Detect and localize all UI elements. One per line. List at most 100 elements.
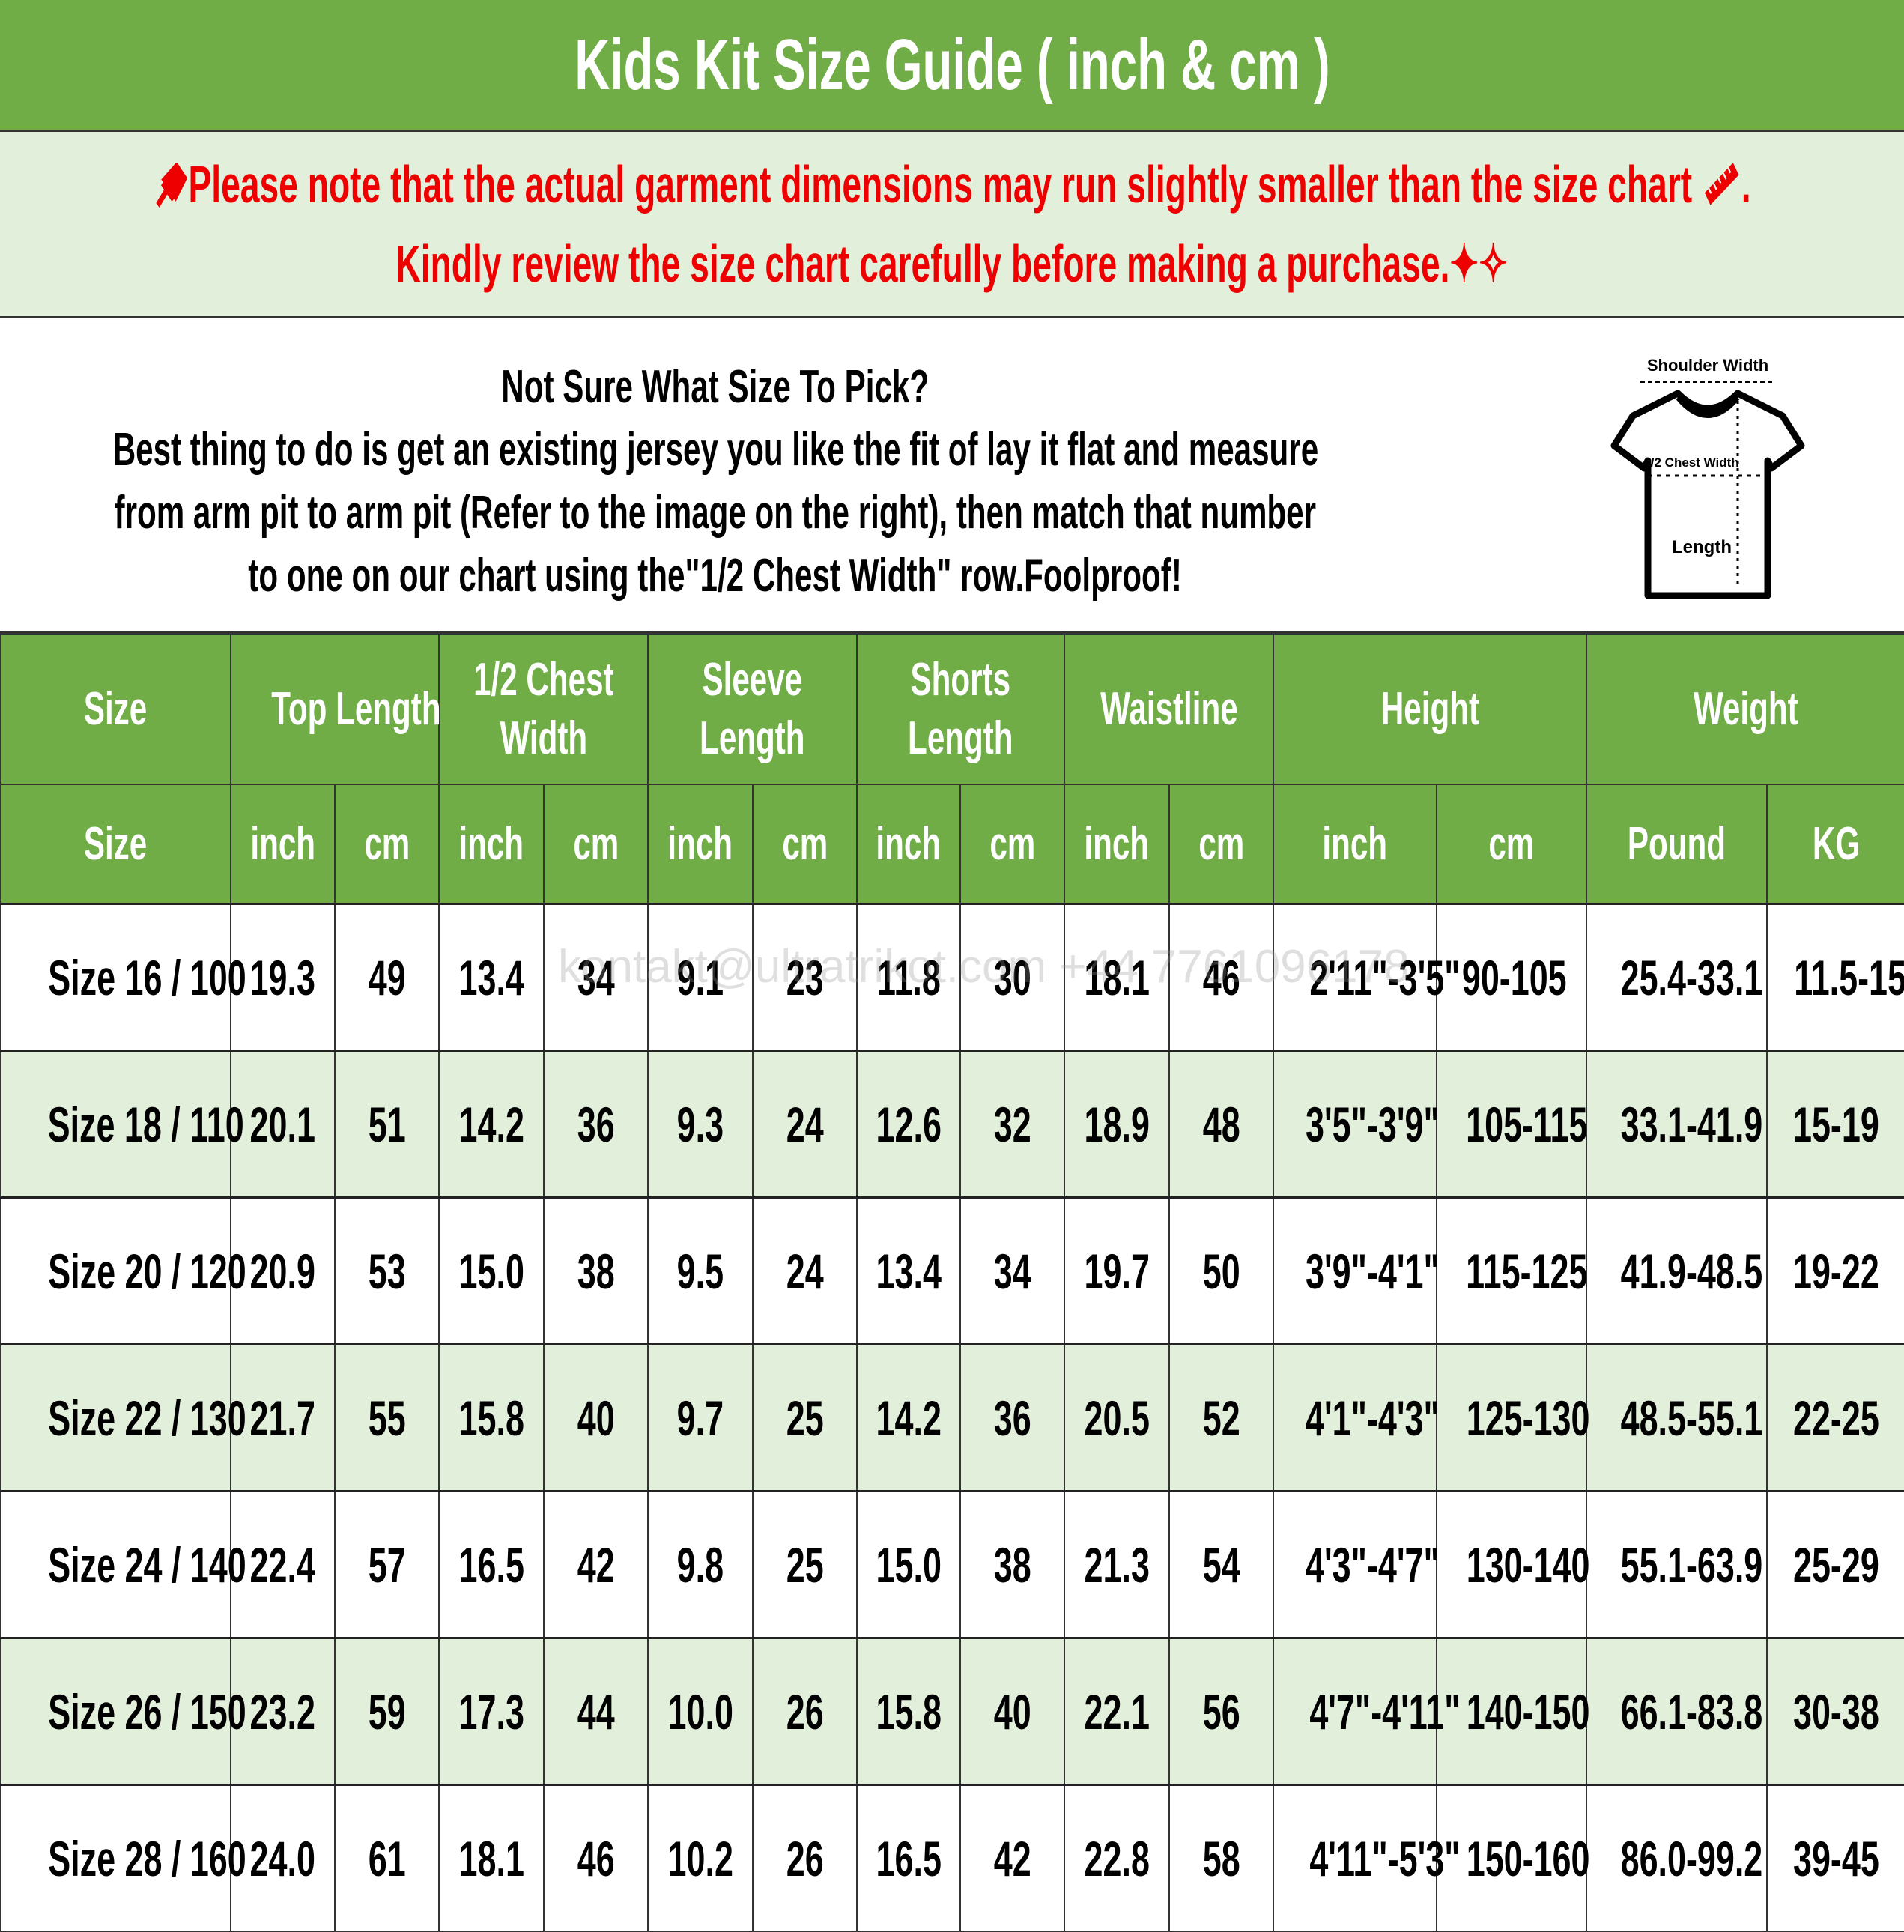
table-cell-text: 3'9"-4'1" (1306, 1243, 1440, 1299)
table-cell: 20.5 (1064, 1343, 1171, 1492)
size-cell: Size 22 / 130 (0, 1343, 246, 1492)
table-cell: 59 (333, 1637, 440, 1786)
table-cell-text: 15.0 (458, 1243, 524, 1299)
table-cell-text: 42 (577, 1536, 615, 1593)
size-cell: Size 18 / 110 (0, 1050, 244, 1199)
unit-header-text: inch (458, 818, 524, 870)
column-group-header-text: Height (1380, 682, 1479, 735)
table-cell: 38 (959, 1490, 1066, 1639)
table-cell-text: 9.5 (676, 1243, 724, 1299)
table-cell-text: 13.4 (876, 1243, 942, 1299)
unit-header: inch (856, 784, 962, 905)
table-cell: 30 (959, 903, 1066, 1052)
table-cell-text: 15.0 (876, 1536, 942, 1593)
table-cell: 26 (752, 1784, 858, 1932)
table-cell-text: 32 (993, 1096, 1031, 1152)
table-cell: 115-125 (1436, 1196, 1587, 1345)
table-cell-text: 18.9 (1084, 1096, 1150, 1152)
unit-header-text: KG (1812, 818, 1860, 870)
size-cell-text: Size 16 / 100 (48, 949, 246, 1005)
table-cell: 13.4 (438, 903, 545, 1052)
fit-advice-section: Not Sure What Size To Pick? Best thing t… (0, 318, 1904, 633)
table-cell: 50 (1168, 1196, 1275, 1345)
table-cell: 10.0 (647, 1637, 754, 1786)
unit-header: inch (647, 784, 754, 905)
table-cell-text: 40 (577, 1390, 615, 1446)
table-cell-text: 13.4 (458, 949, 524, 1005)
table-cell: 19-22 (1766, 1196, 1904, 1345)
unit-header: cm (333, 784, 440, 905)
table-cell-text: 22-25 (1792, 1390, 1879, 1446)
table-cell-text: 25 (786, 1536, 824, 1593)
column-group-header: Height (1273, 633, 1588, 785)
table-cell: 4'7"-4'11" (1273, 1637, 1461, 1786)
table-cell: 17.3 (438, 1637, 545, 1786)
table-cell-text: 24 (786, 1243, 824, 1299)
table-cell-text: 53 (368, 1243, 406, 1299)
table-cell: 40 (959, 1637, 1066, 1786)
table-row: Size 26 / 150 23.2 59 17.3 44 10.0 26 15.8 40 22.… (0, 1637, 1904, 1786)
table-cell-text: 20.5 (1084, 1390, 1150, 1446)
table-cell-text: 25-29 (1792, 1536, 1879, 1593)
table-cell: 58 (1168, 1784, 1275, 1932)
table-cell: 24 (752, 1050, 858, 1199)
table-cell: 10.2 (647, 1784, 754, 1932)
sparkles-icon: ✦✧ (1449, 234, 1509, 293)
header-row-measurements: Size Top Length 1/2 Chest Width Sleeve Leng… (0, 633, 1904, 785)
table-cell-text: 105-115 (1466, 1096, 1588, 1152)
table-cell: 30-38 (1766, 1637, 1904, 1786)
table-row: Size 18 / 110 20.1 51 14.2 36 9.3 24 12.6 32 18.9… (0, 1050, 1904, 1199)
table-cell: 90-105 (1436, 903, 1588, 1052)
table-cell: 21.7 (230, 1343, 336, 1492)
table-cell: 44 (543, 1637, 649, 1786)
column-group-header-text: Top Length (271, 682, 441, 735)
table-cell-text: 15.8 (458, 1390, 524, 1446)
table-cell: 55 (333, 1343, 440, 1492)
table-cell-text: 52 (1202, 1390, 1240, 1446)
unit-header: cm (752, 784, 858, 905)
ruler-icon (1704, 163, 1739, 205)
table-cell: 125-130 (1436, 1343, 1590, 1492)
shoulder-width-label: Shoulder Width (1647, 356, 1768, 375)
table-cell: 18.1 (438, 1784, 545, 1932)
table-cell-text: 24 (786, 1096, 824, 1152)
table-cell-text: 66.1-83.8 (1620, 1683, 1763, 1739)
table-cell: 9.7 (647, 1343, 754, 1492)
table-cell-text: 38 (577, 1243, 615, 1299)
advice-line: from arm pit to arm pit (Refer to the im… (114, 487, 1317, 539)
unit-header-text: inch (667, 818, 733, 870)
table-cell-text: 9.3 (676, 1096, 724, 1152)
table-cell: 21.3 (1064, 1490, 1171, 1639)
table-cell: 46 (1168, 903, 1275, 1052)
table-cell: 32 (959, 1050, 1066, 1199)
unit-header-text: Pound (1627, 818, 1726, 870)
table-cell-text: 19.7 (1084, 1243, 1150, 1299)
table-cell-text: 46 (1202, 949, 1240, 1005)
table-cell-text: 125-130 (1466, 1390, 1590, 1446)
table-cell-text: 24.0 (249, 1830, 316, 1886)
table-cell-text: 4'1"-4'3" (1306, 1390, 1440, 1446)
unit-header: KG (1766, 784, 1904, 905)
table-cell-text: 30-38 (1792, 1683, 1879, 1739)
unit-header-text: inch (876, 818, 942, 870)
table-cell: 40 (543, 1343, 649, 1492)
table-cell-text: 26 (786, 1830, 824, 1886)
table-cell: 15.0 (438, 1196, 545, 1345)
table-cell-text: 11.5-15 (1794, 949, 1904, 1005)
table-cell: 15.8 (856, 1637, 962, 1786)
table-cell-text: 56 (1202, 1683, 1240, 1739)
table-cell: 25.4-33.1 (1586, 903, 1768, 1052)
table-cell: 3'5"-3'9" (1273, 1050, 1440, 1199)
unit-header: cm (1436, 784, 1588, 905)
table-cell: 49 (333, 903, 440, 1052)
size-chart-table: Size Top Length 1/2 Chest Width Sleeve Leng… (0, 633, 1904, 1932)
table-cell-text: 9.7 (676, 1390, 724, 1446)
table-cell-text: 14.2 (876, 1390, 942, 1446)
table-cell-text: 15-19 (1792, 1096, 1879, 1152)
table-cell-text: 9.8 (676, 1536, 724, 1593)
size-cell-text: Size 24 / 140 (48, 1536, 246, 1593)
column-group-header-text: Shorts Length (908, 653, 1013, 764)
table-cell: 16.5 (438, 1490, 545, 1639)
table-cell-text: 25 (786, 1390, 824, 1446)
table-cell-text: 18.1 (458, 1830, 524, 1886)
